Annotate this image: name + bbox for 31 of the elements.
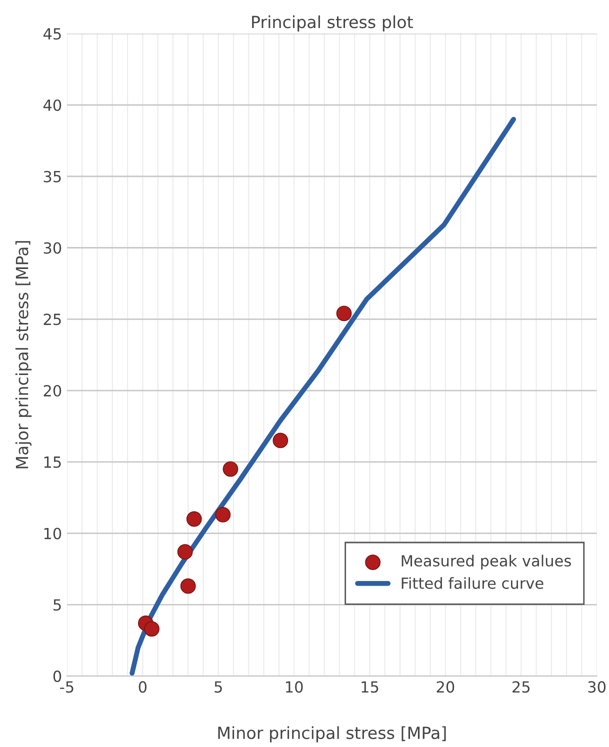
- y-tick-label: 10: [44, 528, 62, 540]
- x-tick-label: 10: [286, 681, 303, 693]
- x-tick-label: 15: [362, 681, 378, 693]
- x-tick-label: 20: [436, 681, 454, 693]
- point: [144, 621, 160, 637]
- point: [186, 511, 202, 527]
- point: [272, 432, 288, 448]
- y-axis-title: Major principal stress [MPa]: [15, 241, 32, 468]
- point: [177, 544, 193, 560]
- y-tick-label: 40: [43, 99, 62, 112]
- y-tick-label: 0: [53, 670, 62, 682]
- point: [336, 306, 352, 322]
- x-axis-title: Minor principal stress [MPa]: [218, 726, 446, 742]
- chart-title: Principal stress plot: [252, 15, 413, 32]
- y-tick-label: 45: [43, 28, 61, 40]
- point: [222, 461, 238, 477]
- y-tick-label: 25: [44, 314, 61, 326]
- y-tick-label: 5: [54, 599, 61, 611]
- x-tick-label: 5: [214, 681, 222, 693]
- point: [215, 507, 231, 522]
- y-tick-label: 30: [44, 242, 62, 254]
- point: [180, 578, 196, 594]
- y-tick-label: 35: [44, 170, 61, 182]
- x-tick-label: 0: [138, 681, 147, 693]
- legend-label: Fitted failure curve: [402, 577, 544, 589]
- legend-label: Measured peak values: [402, 554, 571, 570]
- y-tick-label: 20: [44, 384, 62, 397]
- x-tick-label: 25: [512, 681, 530, 693]
- x-tick-label: 30: [588, 681, 606, 693]
- y-tick-label: 15: [44, 456, 61, 468]
- x-tick-label: -5: [60, 681, 74, 693]
